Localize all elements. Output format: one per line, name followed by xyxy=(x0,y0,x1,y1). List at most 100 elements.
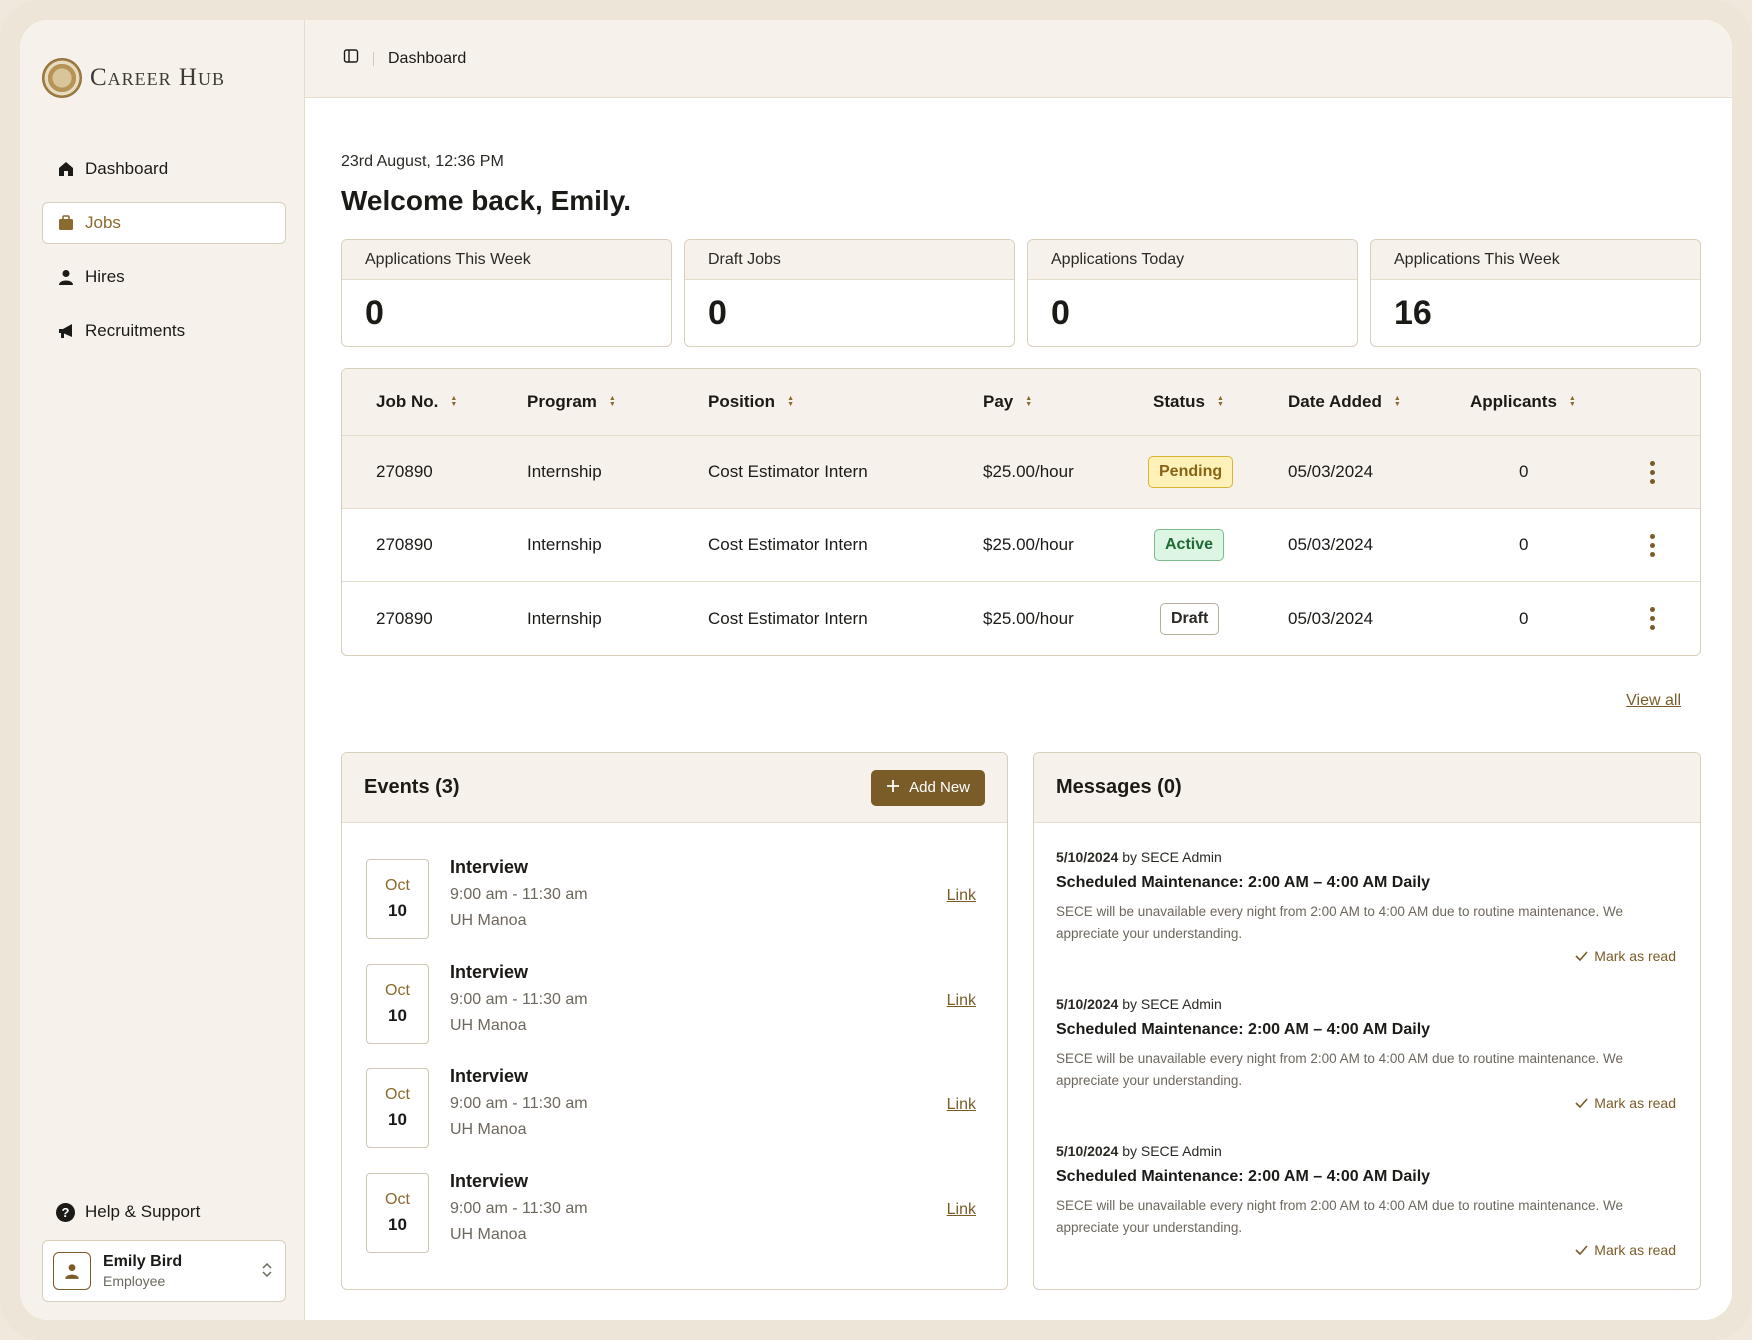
stat-label: Draft Jobs xyxy=(685,240,1014,280)
sidebar-item-recruitments[interactable]: Recruitments xyxy=(42,310,286,352)
stat-card: Applications This Week 0 xyxy=(341,239,672,347)
event-link[interactable]: Link xyxy=(946,887,976,904)
megaphone-icon xyxy=(57,322,75,340)
column-header-pay[interactable]: Pay ▲ ▼ xyxy=(983,369,1032,435)
status-badge: Draft xyxy=(1160,602,1220,635)
cell-job-no: 270890 xyxy=(376,462,433,481)
bottom-panels: Events (3) Add New Oct 10 xyxy=(341,752,1701,1290)
event-location: UH Manoa xyxy=(450,1121,527,1138)
user-icon xyxy=(65,1264,79,1279)
column-label: Date Added xyxy=(1288,392,1382,411)
message-title: Scheduled Maintenance: 2:00 AM – 4:00 AM… xyxy=(1056,1021,1431,1038)
check-icon xyxy=(1575,1095,1588,1111)
cell-applicants: 0 xyxy=(1519,535,1529,554)
stat-card: Draft Jobs 0 xyxy=(684,239,1015,347)
column-header-date-added[interactable]: Date Added ▲ ▼ xyxy=(1288,369,1401,435)
cell-date-added: 05/03/2024 xyxy=(1288,462,1374,481)
more-options-icon[interactable] xyxy=(1650,460,1655,484)
event-item: Oct 10 Interview 9:00 am - 11:30 am UH M… xyxy=(366,962,985,1069)
sidebar-item-jobs[interactable]: Jobs xyxy=(42,202,286,244)
column-label: Position xyxy=(708,392,776,411)
sort-icon: ▲ ▼ xyxy=(608,395,616,408)
message-list: 5/10/2024 by SECE Admin Scheduled Mainte… xyxy=(1034,823,1700,1289)
calendar-date: Oct 10 xyxy=(366,1172,429,1253)
sidebar-nav: Dashboard Jobs Hires Recruitments xyxy=(42,148,286,364)
help-label: Help & Support xyxy=(85,1202,201,1221)
event-location: UH Manoa xyxy=(450,1016,527,1034)
event-time: 9:00 am - 11:30 am xyxy=(450,990,588,1008)
stat-value: 16 xyxy=(1394,294,1432,332)
event-month: Oct xyxy=(385,981,410,999)
sidebar-item-hires[interactable]: Hires xyxy=(42,256,286,298)
event-title: Interview xyxy=(450,857,529,877)
events-panel: Events (3) Add New Oct 10 xyxy=(341,752,1008,1290)
more-options-icon[interactable] xyxy=(1650,607,1655,630)
event-link[interactable]: Link xyxy=(946,1200,976,1218)
stat-value: 0 xyxy=(1051,294,1070,332)
briefcase-icon xyxy=(57,214,75,232)
topbar: Dashboard xyxy=(305,20,1732,98)
message-title: Scheduled Maintenance: 2:00 AM – 4:00 AM… xyxy=(1056,874,1431,891)
message-item: 5/10/2024 by SECE Admin Scheduled Mainte… xyxy=(1056,849,1678,996)
event-month: Oct xyxy=(385,1086,410,1103)
brand-logo[interactable]: Career Hub xyxy=(42,58,225,98)
view-all-link[interactable]: View all xyxy=(1626,692,1681,709)
column-header-applicants[interactable]: Applicants ▲ ▼ xyxy=(1470,369,1576,435)
event-day: 10 xyxy=(388,901,407,920)
mark-as-read-button[interactable]: Mark as read xyxy=(1575,1095,1676,1111)
cell-pay: $25.00/hour xyxy=(983,462,1074,481)
event-month: Oct xyxy=(385,1190,410,1208)
column-header-program[interactable]: Program ▲ ▼ xyxy=(527,369,616,435)
sort-icon: ▲ ▼ xyxy=(787,395,794,408)
column-header-position[interactable]: Position ▲ ▼ xyxy=(708,369,794,435)
event-location: UH Manoa xyxy=(450,912,527,929)
help-support-link[interactable]: ? Help & Support xyxy=(56,1202,200,1222)
message-body: SECE will be unavailable every night fro… xyxy=(1056,1051,1624,1088)
table-row[interactable]: 270890 Internship Cost Estimator Intern … xyxy=(342,582,1700,655)
seal-icon xyxy=(42,58,82,98)
column-header-status[interactable]: Status ▲ ▼ xyxy=(1153,369,1224,435)
mark-as-read-label: Mark as read xyxy=(1594,1242,1676,1258)
stat-card: Applications Today 0 xyxy=(1027,239,1358,347)
sort-icon: ▲ ▼ xyxy=(1216,395,1224,408)
person-icon xyxy=(57,268,75,286)
sidebar-item-dashboard[interactable]: Dashboard xyxy=(42,148,286,190)
cell-program: Internship xyxy=(527,608,602,628)
add-new-button[interactable]: Add New xyxy=(871,769,985,806)
stats-row: Applications This Week 0 Draft Jobs 0 Ap… xyxy=(341,239,1701,347)
sidebar: Career Hub Dashboard Jobs Hires xyxy=(20,20,305,1320)
table-row[interactable]: 270890 Internship Cost Estimator Intern … xyxy=(342,509,1700,582)
user-role: Employee xyxy=(103,1273,166,1289)
mark-as-read-button[interactable]: Mark as read xyxy=(1575,1242,1676,1258)
more-options-icon[interactable] xyxy=(1650,533,1655,557)
events-title: Events (3) xyxy=(364,776,460,798)
messages-title: Messages (0) xyxy=(1056,776,1182,798)
add-new-label: Add New xyxy=(909,779,970,796)
event-day: 10 xyxy=(388,1214,407,1234)
event-title: Interview xyxy=(450,1170,529,1191)
calendar-date: Oct 10 xyxy=(366,1068,429,1148)
user-menu[interactable]: Emily Bird Employee xyxy=(42,1240,286,1302)
event-link[interactable]: Link xyxy=(946,991,976,1009)
event-location: UH Manoa xyxy=(450,1225,527,1243)
current-date: 23rd August, 12:36 PM xyxy=(341,153,504,170)
divider xyxy=(373,51,374,66)
table-header: Job No. ▲ ▼ Program ▲ ▼ Position ▲ ▼ Pay ▲ ▼ xyxy=(342,369,1700,436)
mark-as-read-button[interactable]: Mark as read xyxy=(1575,948,1676,964)
sidebar-toggle-icon[interactable] xyxy=(343,48,359,69)
chevron-updown-icon xyxy=(261,1261,273,1284)
main-content: Dashboard 23rd August, 12:36 PM Welcome … xyxy=(305,20,1732,1320)
table-row[interactable]: 270890 Internship Cost Estimator Intern … xyxy=(342,436,1700,509)
event-month: Oct xyxy=(385,877,410,894)
stat-label: Applications This Week xyxy=(1371,240,1700,280)
message-date: 5/10/2024 xyxy=(1056,1143,1119,1159)
message-author: by SECE Admin xyxy=(1122,996,1222,1012)
event-link[interactable]: Link xyxy=(946,1096,976,1113)
events-header: Events (3) Add New xyxy=(342,753,1007,823)
cell-position: Cost Estimator Intern xyxy=(708,535,868,554)
column-header-job-no[interactable]: Job No. ▲ ▼ xyxy=(376,369,457,435)
home-icon xyxy=(57,160,75,178)
cell-date-added: 05/03/2024 xyxy=(1288,535,1374,554)
message-title: Scheduled Maintenance: 2:00 AM – 4:00 AM… xyxy=(1056,1168,1431,1185)
calendar-date: Oct 10 xyxy=(366,859,429,939)
